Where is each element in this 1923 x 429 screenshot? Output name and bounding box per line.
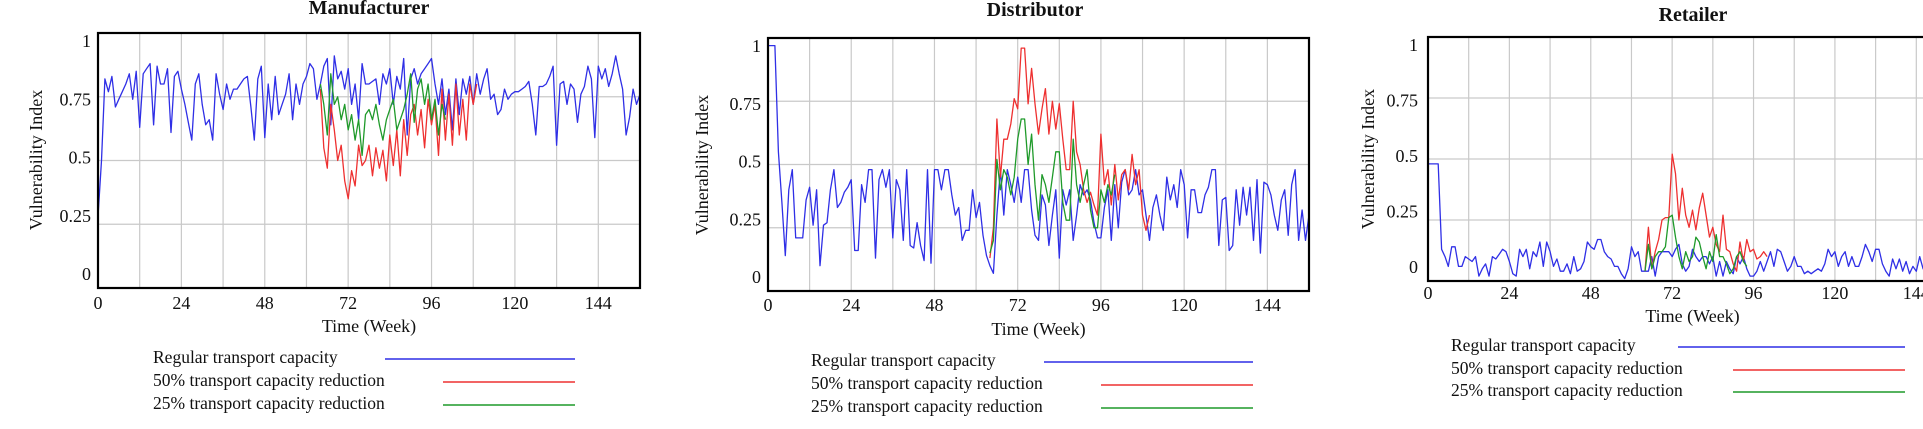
series-line-regular	[1428, 163, 1923, 280]
x-axis-label: Time (Week)	[1645, 306, 1739, 327]
manufacturer-chart: Manufacturer 0 0.25 0.5 0.75 1 0 24 48 72 96 120 144…	[26, 0, 642, 413]
y-tick-label: 0	[752, 267, 761, 287]
legend-label: Regular transport capacity	[1451, 335, 1636, 355]
chart-title: Manufacturer	[309, 0, 430, 19]
x-axis-label: Time (Week)	[991, 319, 1085, 340]
series-line-50pct-reduction	[989, 47, 1151, 259]
y-tick-label: 1	[1409, 35, 1418, 55]
y-tick-label: 0.5	[69, 148, 92, 168]
y-tick-label: 0.5	[739, 152, 762, 172]
y-axis-label: Vulnerability Index	[692, 95, 712, 235]
y-tick-label: 0.25	[60, 206, 92, 226]
legend-label: 25% transport capacity reduction	[811, 396, 1043, 416]
y-tick-label: 0.75	[60, 89, 92, 109]
x-tick-label: 120	[1171, 295, 1198, 315]
x-tick-label: 24	[172, 293, 190, 313]
x-tick-label: 48	[256, 293, 274, 313]
x-tick-label: 48	[925, 295, 943, 315]
y-tick-label: 0.5	[1396, 146, 1419, 166]
legend-item: 25% transport capacity reduction	[811, 396, 1253, 416]
y-tick-label: 0	[82, 264, 91, 284]
y-axis-label: Vulnerability Index	[26, 90, 46, 230]
legend-item: 50% transport capacity reduction	[811, 373, 1253, 393]
legend-item: Regular transport capacity	[811, 350, 1253, 370]
legend-label: 25% transport capacity reduction	[153, 393, 385, 413]
y-tick-label: 0	[1409, 257, 1418, 277]
plot-frame	[1426, 35, 1923, 283]
legend-item: Regular transport capacity	[153, 347, 575, 367]
x-tick-label: 48	[1582, 283, 1600, 303]
x-tick-label: 0	[764, 295, 773, 315]
series-line-regular	[98, 55, 640, 217]
legend: Regular transport capacity 50% transport …	[1451, 335, 1905, 400]
x-tick-label: 96	[1745, 283, 1763, 303]
x-tick-label: 24	[1500, 283, 1518, 303]
x-tick-label: 144	[1254, 295, 1281, 315]
legend: Regular transport capacity 50% transport …	[153, 347, 575, 413]
legend-label: Regular transport capacity	[153, 347, 338, 367]
series-line-50pct-reduction	[319, 83, 478, 200]
legend-label: 50% transport capacity reduction	[1451, 358, 1683, 378]
x-tick-label: 0	[94, 293, 103, 313]
x-tick-label: 24	[842, 295, 860, 315]
retailer-chart: Retailer 0 0.25 0.5 0.75 1 0 24 48 72 96 120 144 Time…	[1358, 4, 1923, 400]
series-line-regular	[768, 44, 1309, 274]
legend-item: 50% transport capacity reduction	[1451, 358, 1905, 378]
y-tick-label: 0.75	[730, 94, 762, 114]
x-tick-label: 0	[1424, 283, 1433, 303]
legend-item: 50% transport capacity reduction	[153, 370, 575, 390]
x-axis-label: Time (Week)	[322, 316, 416, 337]
legend-item: 25% transport capacity reduction	[1451, 380, 1905, 400]
plot-frame	[766, 36, 1311, 293]
y-tick-label: 0.25	[1387, 202, 1419, 222]
plot-frame	[96, 31, 642, 290]
x-tick-label: 72	[339, 293, 357, 313]
y-tick-label: 0.75	[1387, 91, 1419, 111]
x-tick-label: 72	[1009, 295, 1027, 315]
chart-title: Distributor	[987, 0, 1084, 21]
series-line-50pct-reduction	[1644, 153, 1768, 272]
series-line-25pct-reduction	[319, 73, 447, 157]
legend-item: Regular transport capacity	[1451, 335, 1905, 355]
x-tick-label: 144	[585, 293, 612, 313]
distributor-chart: Distributor 0 0.25 0.5 0.75 1 0 24 48 72 96 120 144 T…	[692, 0, 1311, 416]
x-tick-label: 96	[423, 293, 441, 313]
x-tick-label: 144	[1903, 283, 1923, 303]
series-line-25pct-reduction	[989, 118, 1116, 254]
legend-label: 25% transport capacity reduction	[1451, 380, 1683, 400]
legend-item: 25% transport capacity reduction	[153, 393, 575, 413]
chart-title: Retailer	[1659, 4, 1728, 26]
x-tick-label: 72	[1663, 283, 1681, 303]
legend: Regular transport capacity 50% transport …	[811, 350, 1253, 416]
y-tick-label: 1	[752, 36, 761, 56]
x-tick-label: 120	[1821, 283, 1848, 303]
series-line-25pct-reduction	[1644, 214, 1748, 275]
y-tick-label: 1	[82, 31, 91, 51]
legend-label: 50% transport capacity reduction	[811, 373, 1043, 393]
x-tick-label: 96	[1092, 295, 1110, 315]
x-tick-label: 120	[501, 293, 528, 313]
y-tick-label: 0.25	[730, 209, 762, 229]
legend-label: Regular transport capacity	[811, 350, 996, 370]
legend-label: 50% transport capacity reduction	[153, 370, 385, 390]
y-axis-label: Vulnerability Index	[1358, 89, 1378, 229]
